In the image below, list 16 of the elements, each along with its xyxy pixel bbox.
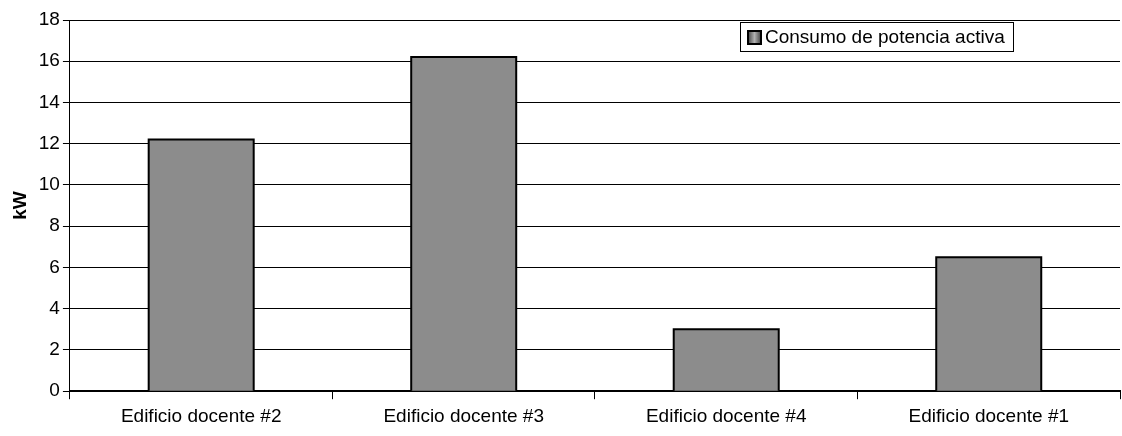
x-tick-label: Edificio docente #4 <box>645 404 807 426</box>
y-tick-label: 16 <box>38 49 60 71</box>
legend-label: Consumo de potencia activa <box>765 26 1005 48</box>
y-tick-label: 14 <box>38 90 61 112</box>
y-tick-label: 6 <box>49 255 60 277</box>
y-tick-label: 12 <box>38 131 60 153</box>
y-tick-label: 4 <box>49 296 61 318</box>
x-tick-label: Edificio docente #1 <box>908 404 1070 426</box>
y-axis-title: kW <box>8 191 30 220</box>
x-tick-label: Edificio docente #3 <box>383 404 544 426</box>
x-tick-label: Edificio docente #2 <box>120 404 282 426</box>
y-tick-label: 18 <box>38 8 60 30</box>
y-tick-label: 10 <box>38 173 60 195</box>
y-tick-label: 2 <box>49 338 60 360</box>
y-tick-label: 0 <box>49 379 60 401</box>
y-tick-label: 8 <box>49 214 60 236</box>
